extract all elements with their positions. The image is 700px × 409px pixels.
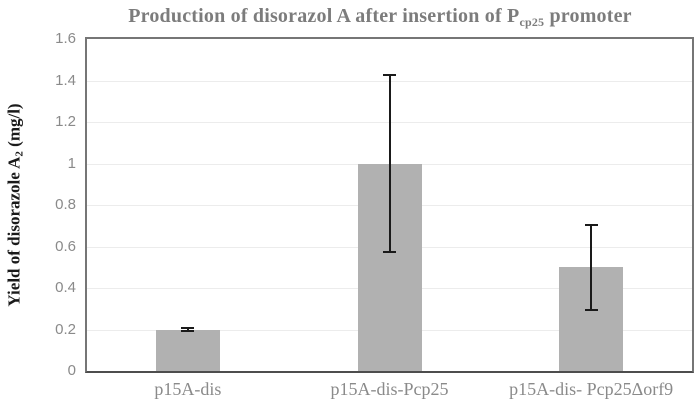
error-bar-cap bbox=[383, 250, 396, 253]
x-tick-label: p15A-dis-Pcp25 bbox=[330, 379, 449, 399]
chart-title-text: Production of disorazol A after insertio… bbox=[128, 5, 520, 27]
chart-title-text-end: promoter bbox=[544, 5, 632, 27]
y-tick-label: 1 bbox=[67, 154, 76, 172]
error-bar-cap bbox=[383, 74, 396, 77]
error-bar-cap bbox=[181, 329, 195, 332]
error-bar-line bbox=[186, 327, 189, 332]
error-bar-cap bbox=[584, 223, 598, 226]
y-tick-label: 0 bbox=[67, 362, 76, 379]
bar bbox=[155, 329, 220, 371]
error-bar bbox=[383, 74, 396, 253]
x-tick-label: p15A-dis- Pcp25Δorf9 bbox=[509, 379, 674, 399]
chart-title: Production of disorazol A after insertio… bbox=[60, 5, 700, 30]
y-tick-label: 0.4 bbox=[55, 279, 76, 296]
y-tick-label: 1.2 bbox=[55, 113, 76, 130]
y-tick-label: 0.8 bbox=[55, 196, 76, 213]
error-bar-line bbox=[388, 74, 391, 253]
error-bar-cap bbox=[181, 327, 195, 330]
error-bar-line bbox=[590, 223, 593, 311]
y-tick-label: 0.6 bbox=[55, 237, 76, 255]
x-tick-label: p15A-dis bbox=[154, 379, 222, 399]
y-tick-label: 1.4 bbox=[55, 71, 76, 89]
chart-title-subscript: cp25 bbox=[519, 15, 545, 30]
plot-area bbox=[85, 37, 694, 373]
y-axis-ticks: 0 0.2 0.4 0.6 0.8 1 1.2 1.4 1.6 bbox=[0, 0, 76, 409]
y-tick-label: 0.2 bbox=[55, 320, 76, 338]
error-bar-cap bbox=[584, 308, 598, 311]
error-bar bbox=[181, 327, 195, 332]
error-bar bbox=[584, 223, 598, 311]
y-tick-label: 1.6 bbox=[55, 30, 76, 47]
